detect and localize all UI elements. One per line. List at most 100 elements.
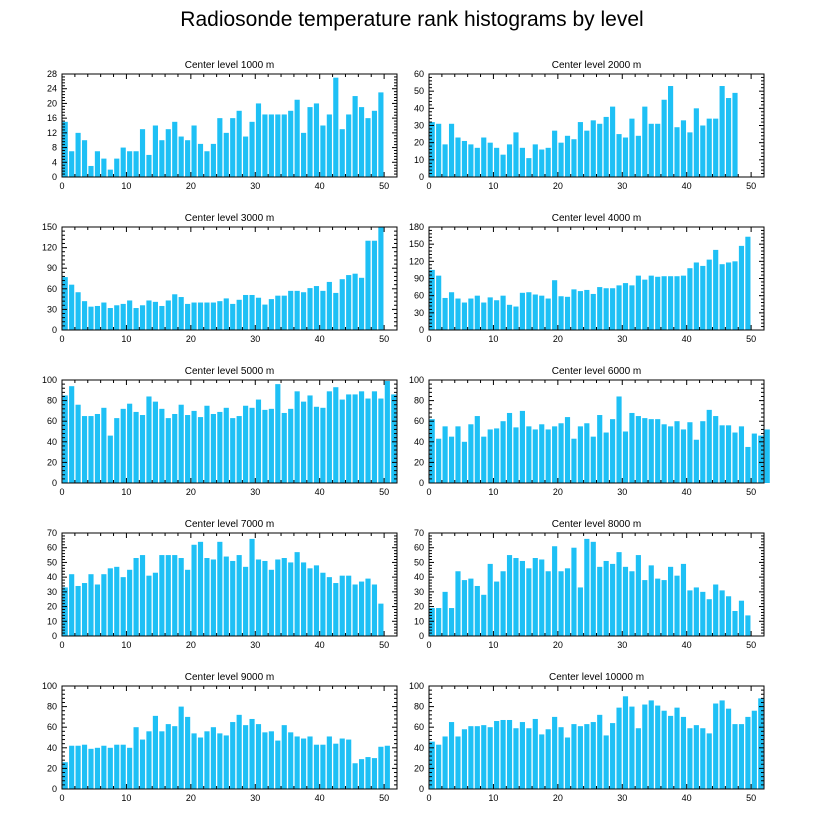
bar bbox=[584, 289, 590, 330]
bar bbox=[326, 391, 332, 483]
bar bbox=[616, 285, 622, 330]
bar bbox=[165, 555, 171, 636]
y-tick-label: 90 bbox=[47, 263, 57, 273]
bar bbox=[159, 555, 165, 636]
y-tick-label: 80 bbox=[47, 396, 57, 406]
y-tick-label: 50 bbox=[414, 86, 424, 96]
bar bbox=[94, 151, 101, 177]
bar bbox=[474, 416, 480, 483]
y-tick-label: 24 bbox=[47, 84, 57, 94]
bar bbox=[448, 292, 455, 330]
bar bbox=[159, 140, 165, 177]
bar bbox=[661, 99, 667, 177]
x-tick-label: 40 bbox=[682, 640, 692, 650]
bar bbox=[243, 566, 249, 636]
bar bbox=[629, 285, 635, 330]
bar bbox=[326, 114, 332, 177]
bar bbox=[455, 298, 461, 330]
bar bbox=[584, 724, 590, 789]
bar bbox=[301, 562, 307, 636]
bar bbox=[513, 558, 519, 636]
bar bbox=[545, 429, 551, 483]
bar bbox=[474, 147, 480, 177]
bar bbox=[719, 700, 725, 789]
y-tick-label: 20 bbox=[47, 763, 57, 773]
bar bbox=[526, 568, 532, 636]
bar bbox=[268, 408, 274, 483]
bar bbox=[436, 275, 442, 330]
bar bbox=[294, 552, 300, 636]
bar bbox=[629, 118, 635, 177]
x-tick-label: 0 bbox=[426, 487, 431, 497]
bar bbox=[62, 277, 68, 330]
bar bbox=[590, 436, 596, 483]
y-tick-label: 10 bbox=[414, 155, 424, 165]
bar bbox=[275, 559, 281, 636]
bar bbox=[288, 110, 294, 177]
bar bbox=[210, 143, 216, 177]
bar bbox=[738, 600, 745, 636]
bar bbox=[725, 596, 732, 636]
bar bbox=[564, 135, 571, 177]
panel-1: Center level 1000 m 0 10 20 30 40 50 0 4 8 12 16 20 2… bbox=[47, 60, 398, 191]
bar bbox=[101, 302, 107, 330]
y-tick-label: 30 bbox=[47, 304, 57, 314]
bar bbox=[526, 158, 532, 177]
x-tick-label: 10 bbox=[121, 181, 131, 191]
bar bbox=[539, 424, 545, 483]
bar bbox=[487, 429, 493, 483]
bar bbox=[500, 154, 506, 177]
x-tick-label: 10 bbox=[488, 334, 498, 344]
bar bbox=[642, 418, 648, 483]
bar bbox=[758, 435, 764, 483]
bar bbox=[204, 405, 210, 483]
bar bbox=[648, 275, 654, 330]
x-tick-label: 0 bbox=[59, 640, 64, 650]
bar bbox=[94, 584, 101, 636]
bar bbox=[281, 114, 287, 177]
bar bbox=[571, 724, 577, 789]
bar bbox=[506, 555, 513, 636]
bar bbox=[197, 737, 204, 789]
y-tick-label: 20 bbox=[414, 763, 424, 773]
bar bbox=[223, 132, 229, 177]
bar bbox=[532, 294, 538, 330]
bar bbox=[668, 86, 674, 177]
bar bbox=[378, 227, 384, 330]
bar bbox=[178, 136, 184, 177]
bar bbox=[706, 733, 712, 789]
y-tick-label: 0 bbox=[52, 784, 57, 794]
y-tick-label: 16 bbox=[47, 113, 57, 123]
bar bbox=[545, 571, 551, 636]
bar bbox=[448, 722, 455, 789]
bar bbox=[584, 423, 590, 483]
bar bbox=[603, 116, 609, 177]
bar bbox=[210, 413, 216, 483]
bar bbox=[455, 426, 461, 483]
x-tick-label: 10 bbox=[488, 640, 498, 650]
x-tick-label: 0 bbox=[426, 793, 431, 803]
y-tick-label: 60 bbox=[414, 291, 424, 301]
bar bbox=[94, 305, 101, 330]
bar bbox=[461, 302, 468, 330]
bar bbox=[230, 560, 236, 636]
bar bbox=[603, 432, 609, 483]
bar bbox=[146, 396, 152, 483]
bar bbox=[81, 301, 88, 330]
bar bbox=[519, 147, 525, 177]
bar bbox=[346, 575, 352, 636]
bar bbox=[326, 736, 332, 789]
bar bbox=[713, 249, 719, 330]
y-tick-label: 30 bbox=[414, 587, 424, 597]
bar bbox=[713, 584, 719, 636]
bar bbox=[371, 584, 378, 636]
panel-6: Center level 6000 m 0 10 20 30 40 50 0 20 40 60 80 1… bbox=[409, 366, 770, 497]
bar bbox=[442, 144, 448, 177]
bar bbox=[249, 294, 255, 330]
bar bbox=[661, 580, 667, 636]
bar bbox=[371, 391, 378, 483]
panel-7: Center level 7000 m 0 10 20 30 40 50 0 10 20 30 40 5… bbox=[47, 519, 398, 650]
x-tick-label: 50 bbox=[379, 334, 389, 344]
bar bbox=[584, 130, 590, 177]
bar bbox=[217, 733, 223, 789]
